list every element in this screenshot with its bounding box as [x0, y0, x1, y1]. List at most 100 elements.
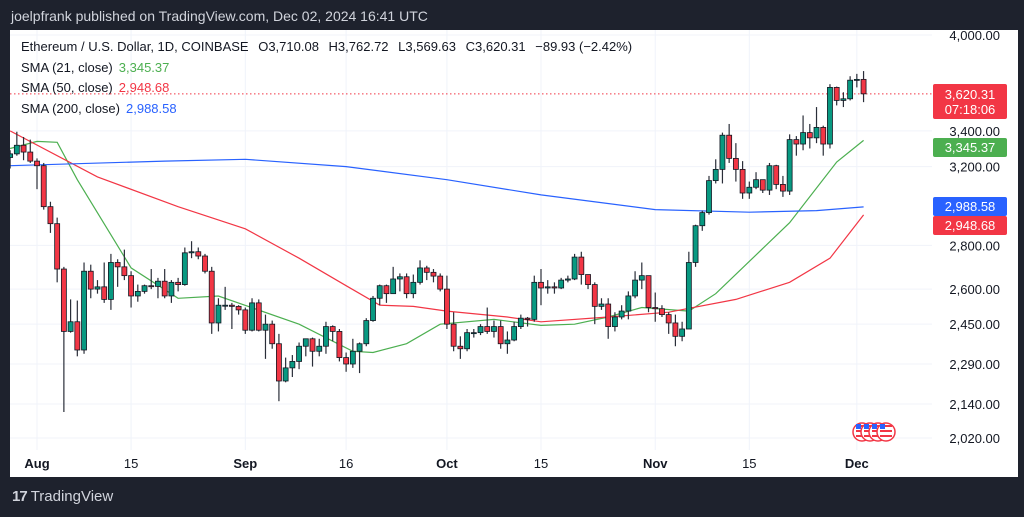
x-tick-label: Sep: [233, 456, 257, 471]
candle-down: [175, 281, 182, 285]
candle-down: [773, 165, 780, 185]
y-tick-label: 3,200.00: [949, 160, 1000, 175]
candle-up: [699, 212, 706, 227]
candle-up: [390, 278, 397, 295]
candle-down: [833, 86, 840, 101]
candle-down: [444, 288, 450, 325]
footer: 17 TradingView: [12, 488, 113, 505]
candle-up: [10, 153, 14, 158]
us-flag-canton: [880, 424, 885, 429]
candle-down: [450, 323, 457, 347]
candle-up: [712, 168, 719, 182]
candle-down: [551, 286, 558, 289]
candle-down: [255, 302, 262, 331]
candle-down: [336, 331, 343, 358]
candle-down: [343, 357, 350, 365]
sma200-badge: [933, 197, 1007, 216]
candle-up: [840, 98, 847, 101]
sma200-value: 2,988.58: [126, 100, 177, 116]
candle-down: [74, 321, 81, 351]
candle-up: [370, 297, 376, 321]
sma50-badge: [933, 216, 1007, 235]
candle-up: [349, 350, 356, 365]
us-flag-canton: [872, 424, 877, 429]
ohlc-open: O3,710.08: [258, 39, 319, 54]
x-tick-label: Oct: [436, 456, 458, 471]
candle-up: [282, 367, 289, 382]
chart-panel[interactable]: [10, 30, 1018, 477]
candle-up: [262, 323, 269, 331]
candle-up: [376, 285, 383, 299]
candle-down: [121, 266, 128, 277]
symbol-name[interactable]: Ethereum / U.S. Dollar, 1D, COINBASE: [21, 39, 249, 54]
candle-up: [813, 127, 820, 139]
sma200-row[interactable]: SMA (200, close) 2,988.58: [21, 99, 638, 120]
candle-down: [524, 317, 531, 320]
candle-down: [54, 223, 61, 270]
ohlc-high: H3,762.72: [328, 39, 389, 54]
candle-up: [289, 361, 296, 369]
candle-up: [141, 285, 148, 292]
candle-up: [491, 326, 497, 332]
candle-up: [746, 186, 753, 194]
candle-up: [470, 332, 477, 335]
candle-down: [403, 276, 410, 295]
bar-countdown: 07:18:06: [945, 102, 996, 117]
candle-up: [323, 326, 329, 347]
price-axis[interactable]: 4,000.00 3,400.00 3,200.00 2,800.00 2,600.00…: [949, 28, 1000, 446]
y-tick-label: 2,450.00: [949, 317, 1000, 332]
candle-down: [34, 160, 40, 167]
candle-up: [302, 338, 309, 347]
candle-down: [20, 144, 27, 153]
candle-down: [148, 285, 155, 288]
candle-down: [208, 270, 215, 324]
candle-up: [356, 343, 363, 352]
time-axis[interactable]: Aug 15 Sep 16 Oct 15 Nov 15 Dec: [24, 456, 868, 471]
us-flag-stripe: [880, 425, 892, 427]
y-tick-label: 2,020.00: [949, 431, 1000, 446]
candle-down: [732, 157, 739, 170]
sma200-label: SMA (200, close): [21, 100, 120, 116]
candle-up: [766, 165, 773, 191]
chart-legend: Ethereum / U.S. Dollar, 1D, COINBASE O3,…: [21, 37, 638, 119]
candle-up: [692, 225, 699, 263]
sma50-row[interactable]: SMA (50, close) 2,948.68: [21, 78, 638, 99]
y-tick-label: 2,600.00: [949, 282, 1000, 297]
candle-down: [457, 345, 464, 350]
sma21-badge: [933, 138, 1007, 157]
tradingview-logo-icon[interactable]: 17: [12, 488, 28, 505]
sma200-badge-value: 2,988.58: [945, 199, 996, 214]
candle-up: [81, 270, 87, 351]
candle-down: [128, 275, 134, 297]
x-tick-label: Aug: [24, 456, 49, 471]
footer-brand[interactable]: TradingView: [30, 488, 114, 505]
candle-down: [739, 168, 746, 194]
candle-down: [423, 267, 430, 273]
us-flag-icon[interactable]: [852, 422, 896, 442]
x-tick-label: 15: [742, 456, 756, 471]
candle-down: [228, 304, 235, 307]
candle-up: [94, 286, 101, 290]
x-tick-label: 16: [339, 456, 353, 471]
candle-up: [685, 262, 692, 330]
us-flag-canton: [864, 424, 869, 429]
candle-up: [511, 326, 518, 341]
candle-down: [585, 274, 591, 285]
sma-line: [10, 158, 864, 213]
candle-up: [13, 144, 20, 155]
sma21-row[interactable]: SMA (21, close) 3,345.37: [21, 58, 638, 79]
candle-up: [719, 134, 726, 170]
candle-down: [202, 255, 208, 272]
candle-up: [296, 345, 302, 362]
us-flag-canton: [856, 424, 861, 429]
candle-up: [67, 321, 74, 332]
candle-down: [101, 286, 108, 300]
sma50-label: SMA (50, close): [21, 80, 113, 95]
candle-down: [161, 280, 168, 297]
x-tick-label: 15: [124, 456, 138, 471]
candle-up: [477, 326, 484, 334]
candle-up: [612, 316, 618, 327]
candle-down: [645, 275, 652, 308]
candle-down: [497, 326, 504, 345]
